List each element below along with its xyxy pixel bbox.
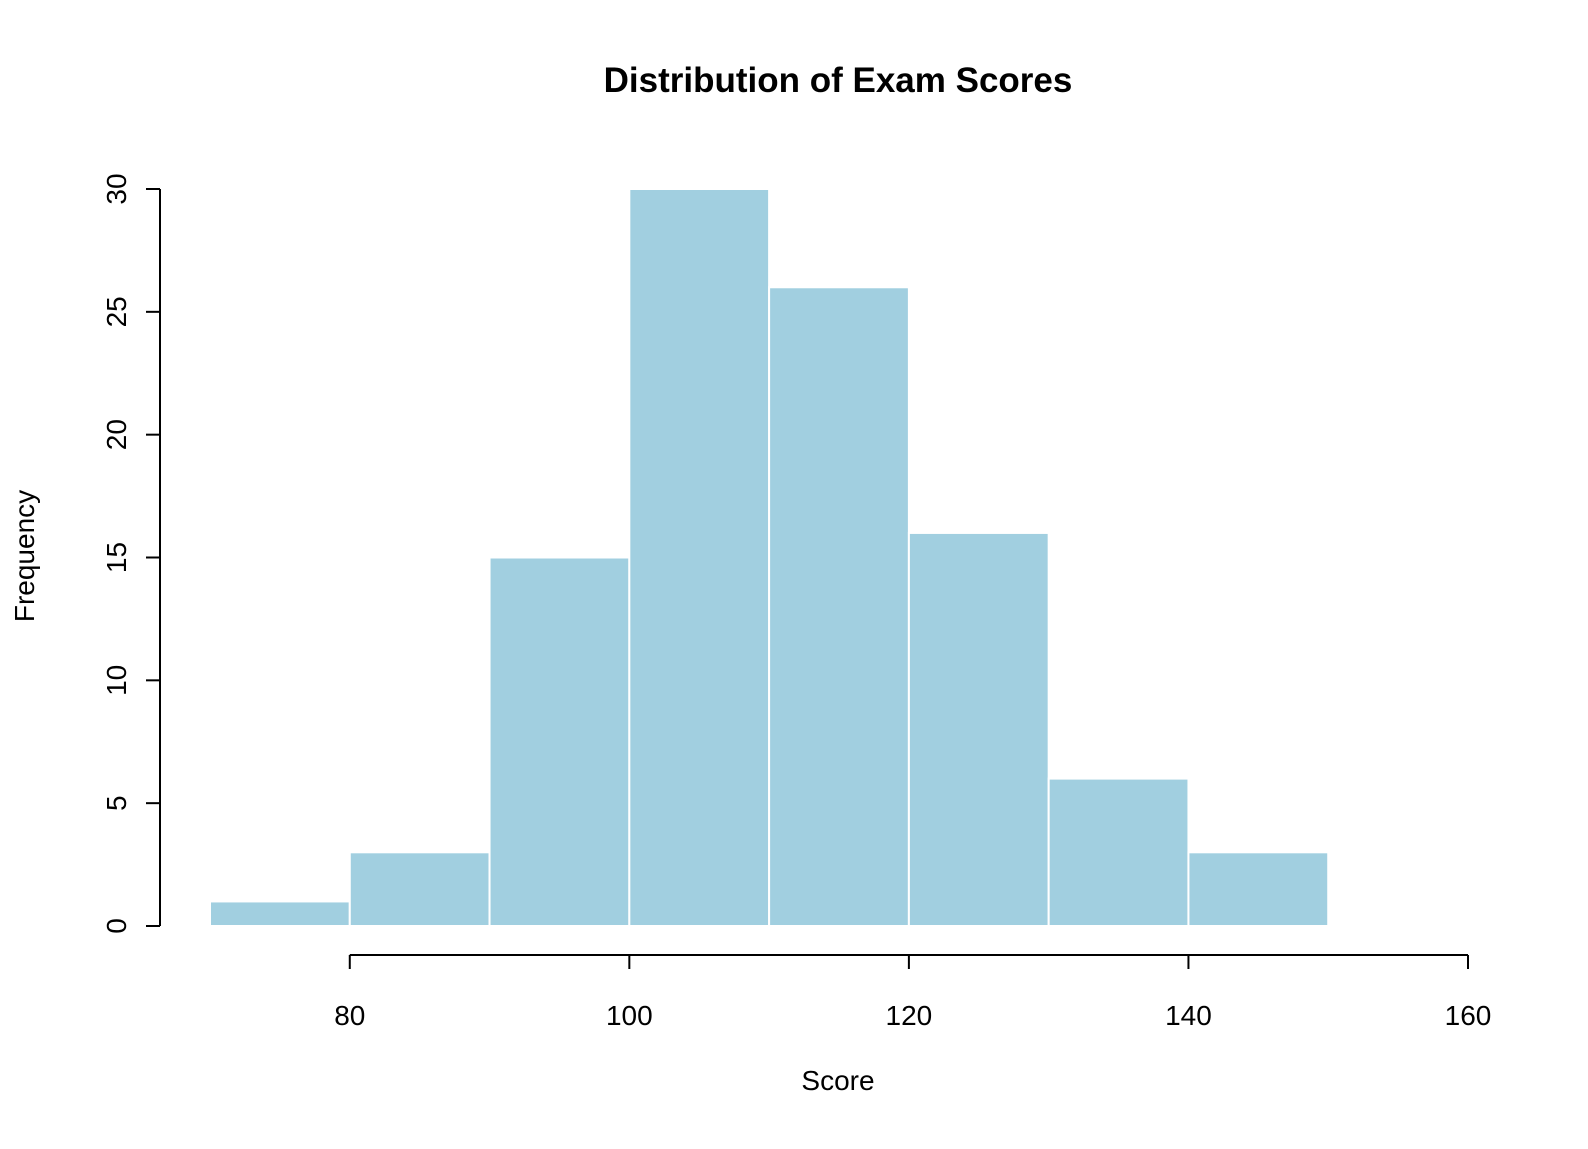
histogram-bar — [1047, 777, 1190, 927]
y-axis-label: Frequency — [9, 490, 40, 622]
histogram-bar — [907, 531, 1050, 928]
y-tick-label: 30 — [101, 173, 132, 204]
y-axis: 0 5 10 15 20 25 30 — [101, 173, 161, 934]
histogram-bar — [209, 900, 351, 928]
histogram-bar — [628, 188, 771, 927]
x-axis: 80 100 120 140 160 — [334, 954, 1492, 1031]
histogram-bar — [768, 286, 910, 927]
x-tick-label: 160 — [1445, 1000, 1492, 1031]
histogram-bar — [488, 556, 631, 927]
y-tick-label: 0 — [101, 918, 132, 934]
x-tick-label: 120 — [886, 1000, 933, 1031]
y-tick-label: 15 — [101, 542, 132, 573]
histogram-bar — [348, 851, 491, 927]
x-axis-label: Score — [801, 1065, 874, 1096]
bars-group — [209, 188, 1330, 928]
x-tick-label: 100 — [606, 1000, 653, 1031]
y-tick-label: 10 — [101, 665, 132, 696]
y-tick-label: 25 — [101, 296, 132, 327]
chart-title: Distribution of Exam Scores — [604, 61, 1073, 100]
y-tick-label: 5 — [101, 795, 132, 811]
x-tick-label: 140 — [1165, 1000, 1212, 1031]
y-tick-label: 20 — [101, 419, 132, 450]
histogram-bar — [1187, 851, 1330, 927]
x-tick-label: 80 — [334, 1000, 365, 1031]
